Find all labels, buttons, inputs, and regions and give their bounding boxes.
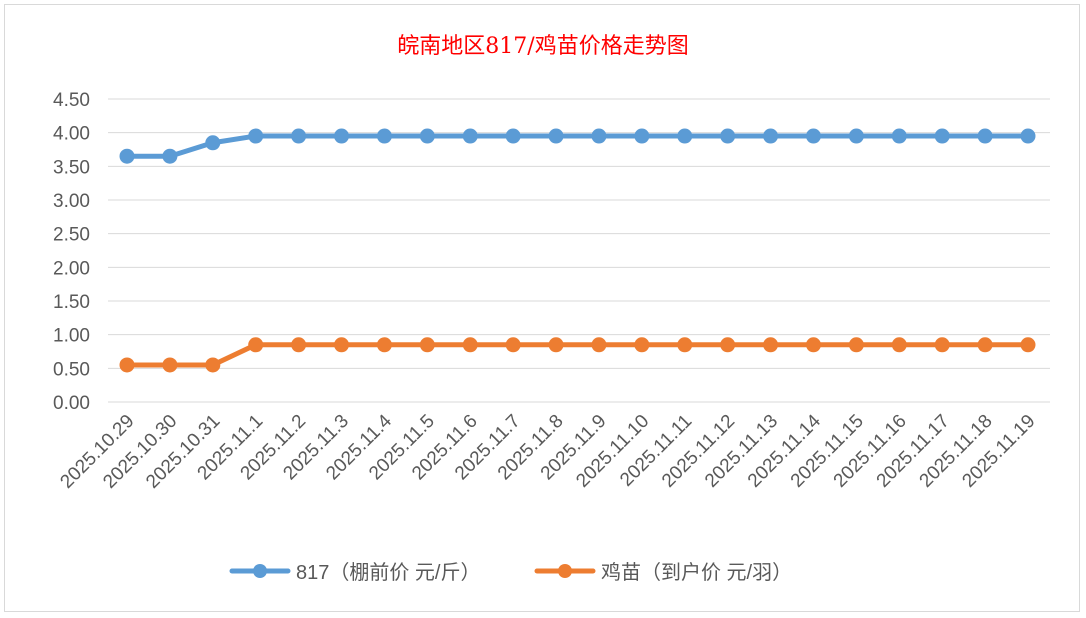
data-point xyxy=(891,128,907,144)
data-point xyxy=(1020,128,1036,144)
data-point xyxy=(805,128,821,144)
data-point xyxy=(162,148,178,164)
legend-label: 鸡苗（到户价 元/羽） xyxy=(601,561,792,584)
data-point xyxy=(677,337,693,353)
data-point xyxy=(934,337,950,353)
data-point xyxy=(334,337,350,353)
data-point xyxy=(248,337,264,353)
data-point xyxy=(548,128,564,144)
y-tick-label: 0.00 xyxy=(53,393,90,414)
data-point xyxy=(291,128,307,144)
data-point xyxy=(119,357,135,373)
data-point xyxy=(677,128,693,144)
data-point xyxy=(248,128,264,144)
data-point xyxy=(848,337,864,353)
data-point xyxy=(720,337,736,353)
data-point xyxy=(162,357,178,373)
data-point xyxy=(634,128,650,144)
legend-label: 817（棚前价 元/斤） xyxy=(296,561,480,584)
legend-marker-icon xyxy=(558,564,572,578)
y-tick-label: 2.50 xyxy=(53,225,90,246)
data-point xyxy=(462,128,478,144)
y-tick-label: 2.00 xyxy=(53,258,90,279)
data-point xyxy=(634,337,650,353)
data-point xyxy=(977,337,993,353)
data-point xyxy=(419,337,435,353)
data-point xyxy=(334,128,350,144)
legend-marker-icon xyxy=(253,564,267,578)
data-point xyxy=(891,337,907,353)
data-point xyxy=(505,128,521,144)
data-point xyxy=(376,128,392,144)
y-tick-label: 4.00 xyxy=(53,124,90,145)
data-point xyxy=(848,128,864,144)
data-point xyxy=(720,128,736,144)
data-point xyxy=(763,128,779,144)
data-point xyxy=(419,128,435,144)
data-point xyxy=(763,337,779,353)
y-tick-label: 3.50 xyxy=(53,157,90,178)
y-tick-label: 3.00 xyxy=(53,191,90,212)
data-point xyxy=(977,128,993,144)
data-point xyxy=(591,337,607,353)
series-line-0 xyxy=(127,133,1028,159)
data-point xyxy=(548,337,564,353)
y-tick-label: 1.00 xyxy=(53,326,90,347)
data-point xyxy=(505,337,521,353)
data-point xyxy=(462,337,478,353)
data-point xyxy=(1020,337,1036,353)
data-point xyxy=(805,337,821,353)
data-point xyxy=(205,135,221,151)
chart-frame xyxy=(4,4,1080,612)
data-point xyxy=(934,128,950,144)
y-tick-label: 1.50 xyxy=(53,292,90,313)
y-tick-label: 0.50 xyxy=(53,359,90,380)
data-point xyxy=(291,337,307,353)
data-point xyxy=(205,357,221,373)
data-point xyxy=(591,128,607,144)
chart-title: 皖南地区817/鸡苗价格走势图 xyxy=(397,34,689,59)
data-point xyxy=(119,148,135,164)
series-line-1 xyxy=(127,342,1028,368)
y-tick-label: 4.50 xyxy=(53,90,90,111)
data-point xyxy=(376,337,392,353)
